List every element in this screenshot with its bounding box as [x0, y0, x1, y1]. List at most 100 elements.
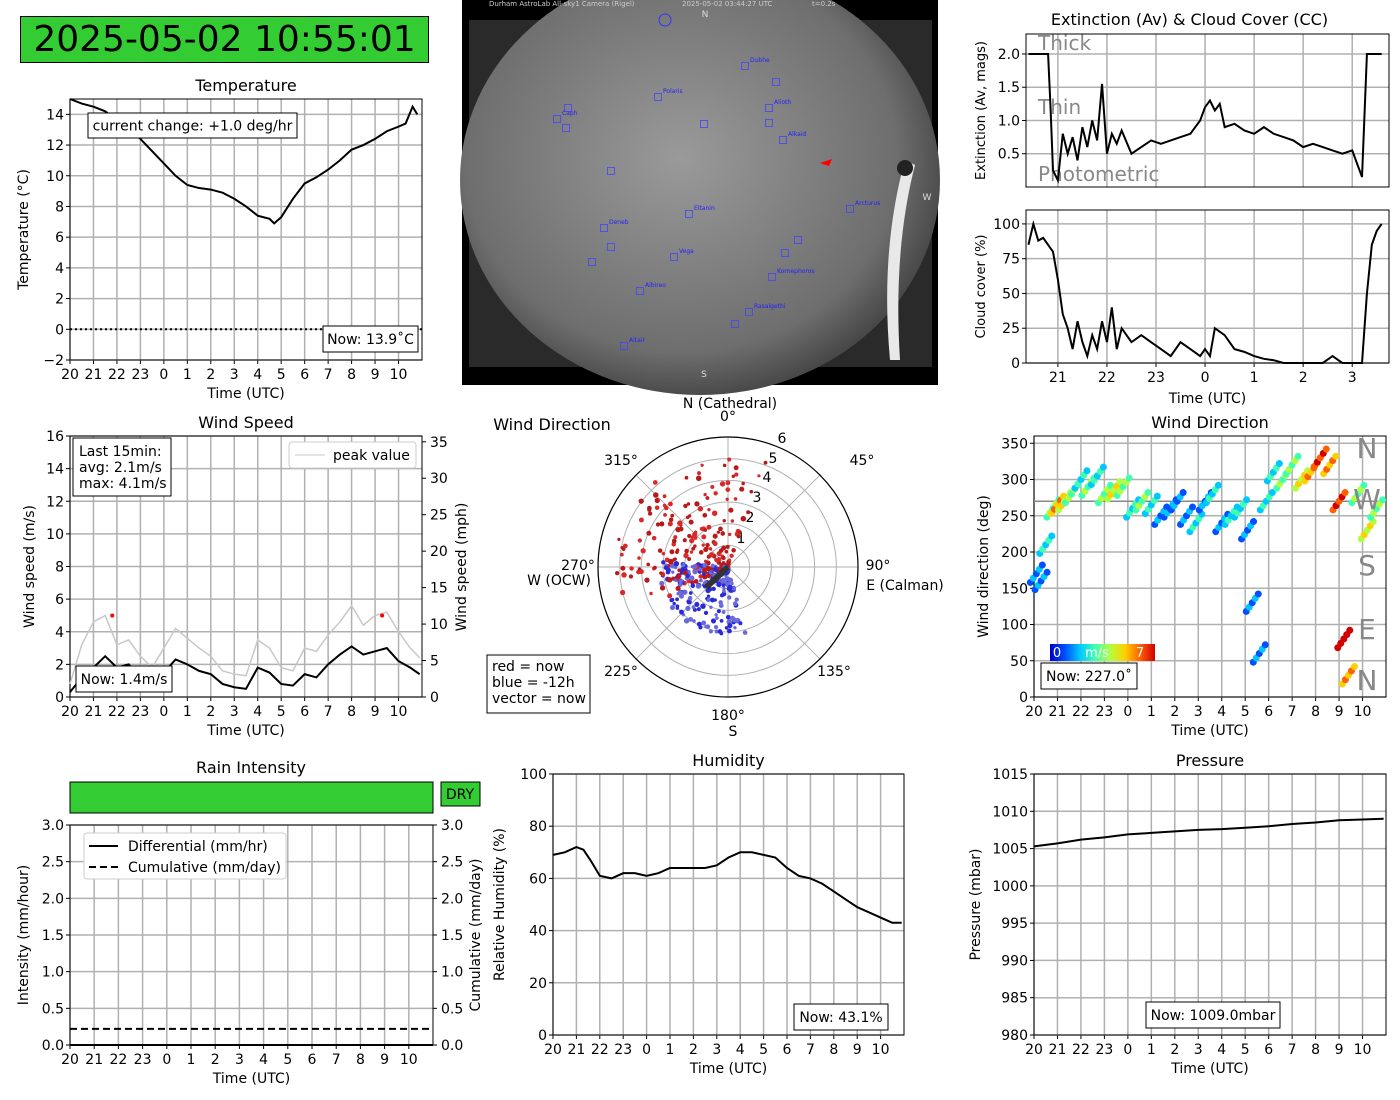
wind-point [710, 618, 717, 624]
wind-point [675, 606, 680, 610]
wind-point [705, 496, 710, 500]
x-axis-label: Time (UTC) [1168, 391, 1246, 407]
direction-point [1083, 467, 1091, 475]
x-tick-label: 2 [206, 367, 215, 383]
pressure-line [1033, 817, 1384, 848]
wind-point [689, 538, 695, 544]
wind-point [715, 616, 719, 620]
direction-point [1189, 503, 1197, 511]
wind-point [728, 507, 734, 513]
band-thin: Thin [1037, 95, 1081, 119]
star-marker [588, 258, 596, 266]
axes-frame [1025, 33, 1390, 188]
wind-speed-now: Now: 1.4m/s [81, 672, 168, 688]
polar-135: 135° [817, 664, 851, 680]
wind-point [693, 579, 699, 584]
wind-point [728, 589, 733, 593]
chart-title: Temperature [194, 76, 296, 95]
y2-tick-label: 0 [430, 690, 439, 706]
polar-radius-label: 5 [769, 451, 778, 467]
x-tick-label: 9 [380, 1052, 389, 1068]
x-tick-label: 5 [283, 1052, 292, 1068]
x-tick-label: 21 [1049, 1042, 1067, 1058]
wind-point [741, 481, 745, 486]
compass-label: E [1358, 613, 1376, 646]
wind-point [701, 543, 705, 547]
wind-point [661, 551, 666, 556]
y-tick-label: 6 [55, 230, 64, 246]
wind-point [703, 546, 709, 553]
star-marker [779, 136, 787, 144]
direction-point [1360, 481, 1368, 489]
y-tick-label: 2 [55, 292, 64, 308]
polar-radius-label: 4 [763, 470, 772, 486]
wind-point [727, 584, 733, 590]
wind-point [687, 595, 693, 601]
wind-point [675, 548, 680, 552]
x-tick-label: 8 [1311, 1042, 1320, 1058]
x-tick-label: 21 [1049, 704, 1067, 720]
y-tick-label: −2 [43, 353, 64, 369]
wind-point [733, 497, 738, 501]
x-tick-label: 8 [1311, 704, 1320, 720]
wind-point [689, 550, 694, 554]
polar-legend-blue: blue = -12h [492, 675, 575, 691]
star-label: Eltanin [694, 205, 715, 212]
wind-point [677, 568, 682, 573]
wind-point [637, 567, 642, 571]
wind-point [692, 569, 698, 575]
wind-point [712, 533, 718, 539]
polar-frame [597, 436, 859, 698]
wind-point [683, 503, 688, 509]
y-tick-label: 1000 [992, 879, 1028, 895]
wind-point [688, 616, 693, 622]
wind-point [706, 597, 711, 602]
x-tick-label: 6 [1264, 1042, 1273, 1058]
wind-point [620, 565, 626, 571]
direction-point [1322, 445, 1330, 453]
wind-point [644, 577, 650, 583]
x-tick-label: 7 [324, 367, 333, 383]
wind-point [701, 620, 707, 626]
wind-point [703, 610, 709, 615]
y-tick-label: 8 [55, 199, 64, 215]
x-tick-label: 5 [277, 367, 286, 383]
x-tick-label: 20 [61, 367, 79, 383]
y-tick-label: 4 [55, 261, 64, 277]
direction-point [1350, 663, 1358, 671]
wind-point [668, 501, 673, 507]
wind-point [725, 487, 731, 492]
wind-point [678, 578, 684, 584]
wind-point [652, 480, 658, 485]
wind-point [638, 498, 644, 504]
wind-point [721, 545, 727, 551]
star-marker [794, 236, 802, 244]
wind-point [619, 552, 624, 557]
y2-tick-label: 1.5 [441, 928, 463, 944]
y-tick-label: 1.5 [998, 80, 1020, 96]
wind-point [736, 534, 741, 539]
y-tick-label: 8 [55, 560, 64, 576]
x-tick-label: 3 [230, 704, 239, 720]
polar-180: 180° [711, 708, 745, 724]
polar-radius-label: 3 [753, 490, 762, 506]
polar-45: 45° [850, 453, 875, 469]
wind-point [672, 601, 676, 606]
direction-point [1275, 460, 1283, 468]
wind-point [727, 532, 732, 537]
wind-point [714, 613, 718, 617]
y-tick-label: 200 [1001, 545, 1028, 561]
wind-point [653, 492, 659, 498]
y-tick-label: 100 [993, 217, 1020, 233]
x-tick-label: 8 [829, 1042, 838, 1058]
y-tick-label: 75 [1002, 252, 1020, 268]
star-label: Rasalgethi [754, 303, 786, 310]
wind-point [705, 542, 710, 548]
wind-point [647, 507, 652, 512]
x-tick-label: 22 [108, 704, 126, 720]
x-tick-label: 22 [1072, 1042, 1090, 1058]
star-marker [768, 273, 776, 281]
y-axis-label: Relative Humidity (%) [492, 828, 508, 981]
wind-point [700, 603, 706, 609]
y-tick-label: 0.5 [42, 1001, 64, 1017]
